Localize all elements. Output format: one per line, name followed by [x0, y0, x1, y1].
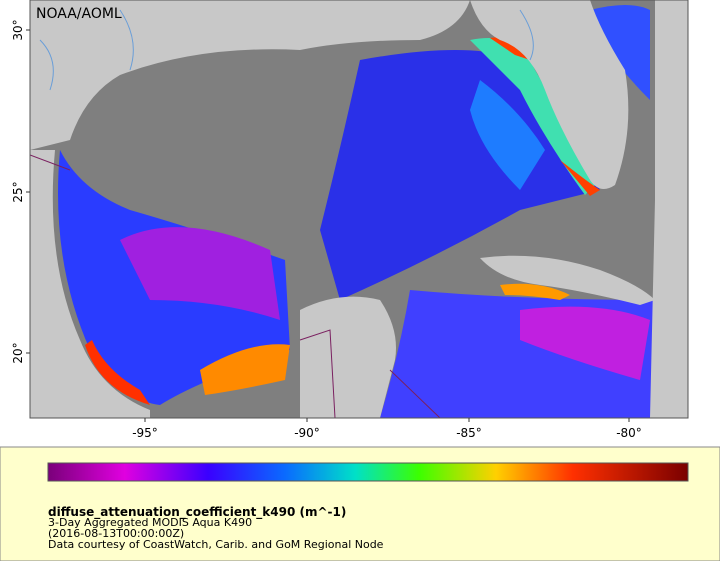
data-area	[85, 340, 150, 405]
data-area	[470, 80, 545, 190]
map-frame	[29, 0, 689, 419]
lon-tick-label: -90°	[294, 426, 320, 440]
border	[30, 154, 441, 418]
map	[30, 0, 688, 418]
lon-tick-label: -95°	[132, 426, 158, 440]
colorbar	[47, 462, 689, 482]
lat-tick-label: 20°	[11, 342, 25, 363]
legend-line: Data courtesy of CoastWatch, Carib. and …	[48, 538, 384, 551]
lon-tick-label: -85°	[456, 426, 482, 440]
lat-tick-label: 25°	[11, 181, 25, 202]
river	[39, 9, 534, 91]
legend-title: diffuse_attenuation_coefficient_k490 (m^…	[48, 505, 346, 520]
data-area	[500, 283, 570, 300]
data-area	[470, 38, 600, 195]
map-label: NOAA/AOML	[36, 6, 122, 22]
data-area	[520, 306, 650, 380]
data-area	[120, 227, 280, 320]
land	[30, 150, 150, 418]
data-area	[590, 5, 650, 100]
land	[650, 0, 688, 418]
legend-line: 3-Day Aggregated MODIS Aqua K490	[48, 516, 252, 529]
land	[480, 255, 655, 305]
land	[30, 0, 470, 150]
data-area	[200, 344, 290, 395]
lat-tick-label: 30°	[11, 19, 25, 40]
land	[470, 0, 629, 189]
land	[300, 296, 396, 418]
data-area	[320, 50, 600, 300]
lon-tick-label: -80°	[616, 426, 642, 440]
legend-line: (2016-08-13T00:00:00Z)	[48, 527, 184, 540]
